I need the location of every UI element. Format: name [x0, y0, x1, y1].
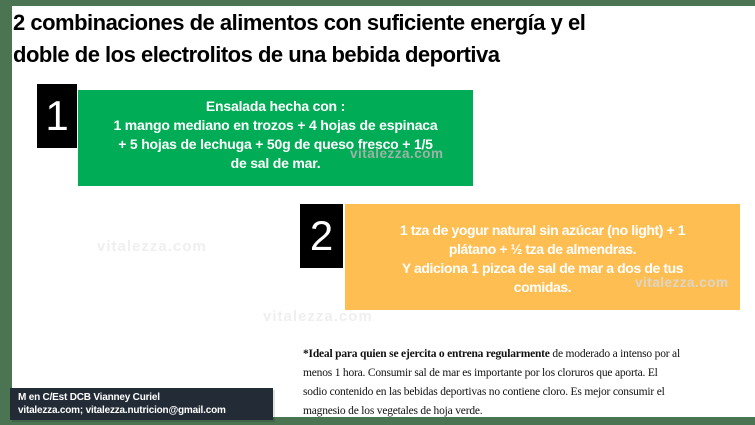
card-watermark: vitalezza.com [635, 275, 729, 290]
combo-2-line: Y adiciona 1 pizca de sal de mar a dos d… [401, 260, 684, 276]
combo-1-line: 1 mango mediano en trozos + 4 hojas de e… [113, 117, 438, 133]
card-watermark: vitalezza.com [350, 146, 444, 161]
footnote-line: magnesio de los vegetales de hoja verde. [303, 405, 483, 417]
footnote-text: de moderado a intenso por al [549, 348, 680, 360]
author-credit-box: M en C/Est DCB Vianney Curiel vitalezza.… [10, 388, 273, 420]
slide-title-line1: 2 combinaciones de alimentos con suficie… [13, 10, 586, 35]
background-watermark: vitalezza.com [263, 308, 373, 325]
footnote: *Ideal para quien se ejercita o entrena … [303, 345, 748, 421]
author-contact: vitalezza.com; vitalezza.nutricion@gmail… [18, 405, 226, 416]
number-badge-1: 1 [37, 84, 77, 148]
footnote-bold-text: *Ideal para quien se ejercita o entrena … [303, 348, 550, 360]
combo-2-card: 1 tza de yogur natural sin azúcar (no li… [345, 204, 740, 310]
combo-1-card: Ensalada hecha con : 1 mango mediano en … [78, 90, 473, 186]
footnote-line: sodio contenido en las bebidas deportiva… [303, 386, 665, 398]
combo-2-line: 1 tza de yogur natural sin azúcar (no li… [399, 222, 686, 238]
footnote-line: *Ideal para quien se ejercita o entrena … [303, 345, 748, 364]
slide-title: 2 combinaciones de alimentos con suficie… [13, 7, 743, 71]
number-badge-2: 2 [300, 204, 343, 268]
frame-bar-left [0, 0, 12, 425]
slide-title-line2: doble de los electrolitos de una bebida … [13, 42, 500, 67]
author-name: M en C/Est DCB Vianney Curiel [18, 392, 160, 403]
combo-2-line: comidas. [513, 279, 572, 295]
combo-2-line: plátano + ½ tza de almendras. [448, 241, 637, 257]
combo-1-heading: Ensalada hecha con : [205, 98, 346, 114]
frame-bar-top [0, 0, 755, 6]
footnote-line: menos 1 hora. Consumir sal de mar es imp… [303, 367, 658, 379]
combo-1-line: de sal de mar. [230, 155, 321, 171]
frame-bar-bottom [0, 417, 755, 425]
background-watermark: vitalezza.com [97, 238, 207, 255]
combo-1-line: + 5 hojas de lechuga + 50g de queso fres… [118, 136, 433, 152]
